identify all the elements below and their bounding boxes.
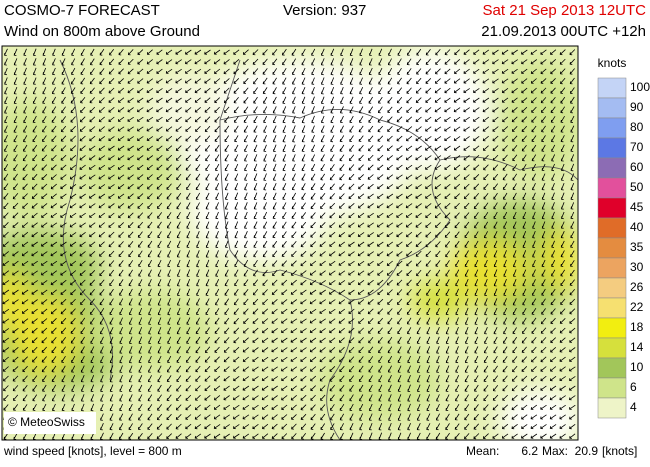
run-time: 21.09.2013 00UTC +12h [481, 23, 646, 40]
legend-label: 10 [630, 360, 644, 374]
legend-label: 90 [630, 100, 644, 114]
legend-label: 80 [630, 120, 644, 134]
legend-label: 35 [630, 240, 644, 254]
wind-field [2, 50, 578, 440]
valid-time: Sat 21 Sep 2013 12UTC [483, 2, 647, 19]
legend-label: 45 [630, 200, 644, 214]
wind-arrows [2, 48, 576, 440]
copyright-box [4, 412, 96, 434]
mean-label: Mean: [466, 444, 499, 458]
mean-value: 6.2 [521, 444, 538, 458]
max-value: 20.9 [575, 444, 599, 458]
map-frame [1, 45, 579, 441]
legend: 100 90 80 70 60 50 45 40 35 30 26 22 18 14 10 6 4 [597, 77, 650, 419]
legend-swatch [597, 177, 627, 199]
legend-swatch [597, 117, 627, 139]
legend-label: 26 [630, 280, 644, 294]
legend-label: 100 [630, 80, 650, 94]
legend-swatch [597, 377, 627, 399]
legend-swatch [597, 337, 627, 359]
legend-label: 22 [630, 300, 644, 314]
border-line [439, 156, 578, 181]
legend-title: knots [598, 56, 627, 70]
footer-left: wind speed [knots], level = 800 m [3, 444, 182, 458]
legend-label: 4 [630, 400, 637, 414]
legend-swatch [597, 97, 627, 119]
legend-label: 70 [630, 140, 644, 154]
legend-swatch [597, 277, 627, 299]
legend-label: 18 [630, 320, 644, 334]
legend-swatch [597, 137, 627, 159]
subtitle: Wind on 800m above Ground [4, 23, 200, 40]
legend-swatch [597, 217, 627, 239]
legend-swatch [597, 257, 627, 279]
legend-swatch [597, 77, 627, 99]
max-label: Max: [542, 444, 568, 458]
legend-label: 40 [630, 220, 644, 234]
legend-swatch [597, 317, 627, 339]
legend-swatch [597, 397, 627, 419]
legend-swatch [597, 197, 627, 219]
legend-label: 50 [630, 180, 644, 194]
unit: [knots] [602, 444, 637, 458]
legend-swatch [597, 357, 627, 379]
legend-label: 30 [630, 260, 644, 274]
copyright: © MeteoSwiss [8, 415, 85, 429]
title: COSMO-7 FORECAST [4, 2, 160, 19]
legend-label: 60 [630, 160, 644, 174]
legend-swatch [597, 157, 627, 179]
legend-swatch [597, 237, 627, 259]
legend-label: 6 [630, 380, 637, 394]
legend-label: 14 [630, 340, 644, 354]
legend-swatch [597, 297, 627, 319]
map [2, 46, 578, 440]
border-line [219, 59, 241, 121]
border-line [59, 59, 113, 381]
version: Version: 937 [283, 2, 366, 19]
